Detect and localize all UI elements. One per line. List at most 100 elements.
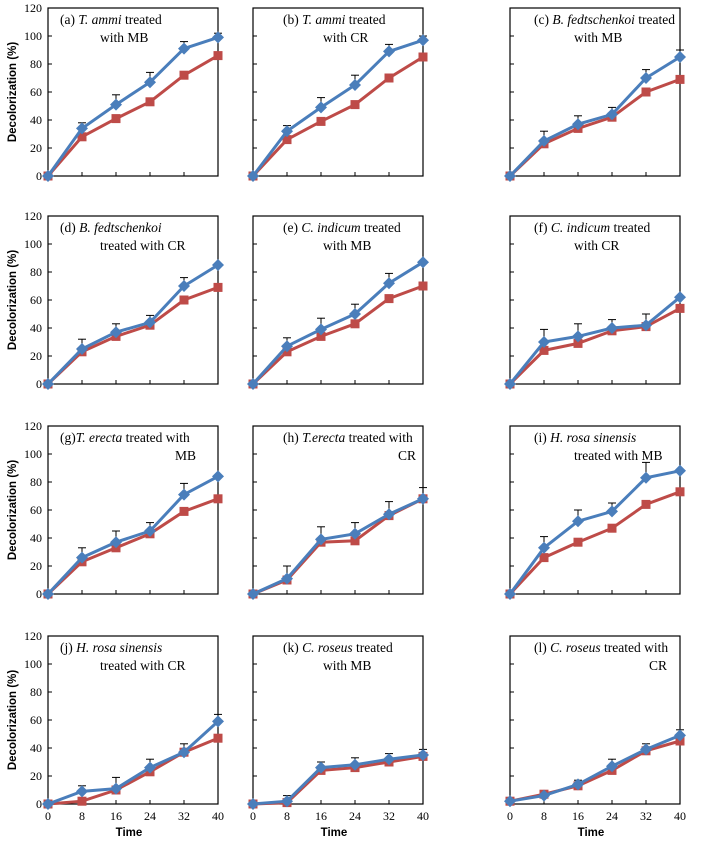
y-tick-label: 0 [36,797,42,811]
data-point-diamond [315,761,327,774]
panel-title: CR [649,658,667,673]
y-tick-label: 120 [24,419,42,433]
data-point-diamond [144,316,156,329]
y-tick-label: 20 [30,769,42,783]
y-tick-label: 20 [30,141,42,155]
panel-title: with MB [323,238,371,253]
panel-title-segment: treated [361,220,401,235]
series-line-blue [252,753,424,806]
data-point-square [539,553,549,563]
series-line-red [251,55,424,178]
panel-title-segment: treated with CR [100,238,185,253]
panel-title: (a) T. ammi treated [60,12,162,27]
x-tick-label: 24 [606,809,618,823]
panel-title-segment: T.erecta [302,430,345,445]
panel-title-segment: with CR [323,30,368,45]
y-tick-label: 100 [24,237,42,251]
panel-title-segment: (j) [60,640,76,655]
data-point-square [675,487,685,497]
data-point-diamond [504,588,516,600]
y-tick-label: 80 [30,57,42,71]
data-point-diamond [538,789,550,802]
data-point-square [350,100,360,110]
data-point-diamond [640,471,652,484]
data-point-diamond [674,51,686,63]
panel-i: (i) H. rosa sinensis treated with MB [504,425,686,600]
panel-title-segment: treated [122,12,162,27]
data-point-square [350,319,360,329]
data-point-diamond [315,101,327,114]
data-point-square [213,733,223,743]
x-axis-title: Time [116,827,143,839]
data-point-diamond [281,340,293,353]
panel-title: with CR [323,30,368,45]
panel-title-segment: (i) [534,430,550,445]
panel-title: CR [398,448,416,463]
x-tick-label: 8 [79,809,85,823]
panel-title: (c) B. fedtschenkoi treated [534,12,675,27]
series-line-blue [46,475,219,596]
panel-title: treated with CR [100,238,185,253]
data-point-diamond [42,378,54,390]
data-point-square [384,73,394,83]
panel-title: (g)T. erecta treated with [60,430,190,445]
data-point-diamond [572,330,584,343]
data-point-square [213,51,223,61]
panel-title: with MB [574,30,622,45]
data-point-square [539,345,549,355]
data-point-diamond [674,291,686,304]
data-point-square [607,523,617,533]
x-tick-label: 8 [284,809,290,823]
y-axis-title: Decolorization (%) [7,250,19,350]
y-tick-label: 40 [30,531,42,545]
data-point-diamond [504,795,516,808]
data-point-square [316,331,326,341]
panel-title-segment: treated with [122,430,190,445]
panel-title: (k) C. roseus treated [283,640,393,655]
panel-f: (f) C. indicum treated with CR [504,215,686,390]
data-point-square [418,281,428,291]
panel-title-segment: MB [175,448,196,463]
data-point-diamond [247,170,259,182]
data-point-diamond [315,323,327,336]
panel-title: (e) C. indicum treated [283,220,401,235]
data-point-diamond [42,170,54,182]
data-point-diamond [572,778,584,791]
x-tick-label: 0 [45,809,51,823]
data-point-diamond [640,72,652,84]
panel-title: (l) C. roseus treated with [534,640,668,655]
series-line-blue [508,55,681,178]
data-point-diamond [349,527,361,540]
data-point-diamond [178,488,190,501]
data-point-diamond [247,588,259,600]
data-point-diamond [212,470,224,483]
data-point-square [573,537,583,547]
data-point-diamond [606,322,618,334]
data-point-diamond [674,464,686,477]
series-line-red [508,77,681,178]
series-line-red [47,736,219,806]
series-line-red [252,497,424,596]
x-tick-label: 32 [178,809,190,823]
panel-title: (f) C. indicum treated [534,220,650,235]
data-point-diamond [110,326,122,339]
data-point-diamond [212,259,224,271]
y-tick-label: 100 [24,657,42,671]
x-tick-label: 24 [144,809,156,823]
x-tick-label: 32 [640,809,652,823]
y-axis-title: Decolorization (%) [7,460,19,560]
x-axis-title: Time [578,827,605,839]
data-point-diamond [144,761,156,774]
x-tick-label: 0 [250,809,256,823]
panel-l: 0 8 16 24 32 40 Time (l) C. roseus treated with… [504,635,686,839]
data-point-diamond [247,798,259,810]
series-line-red [251,284,424,386]
data-point-square [145,97,155,107]
y-tick-label: 100 [24,29,42,43]
y-tick-label: 120 [24,1,42,15]
data-point-diamond [383,508,395,521]
data-point-square [418,52,428,62]
x-tick-label: 24 [349,809,361,823]
data-point-diamond [606,108,618,121]
data-point-diamond [76,551,88,564]
